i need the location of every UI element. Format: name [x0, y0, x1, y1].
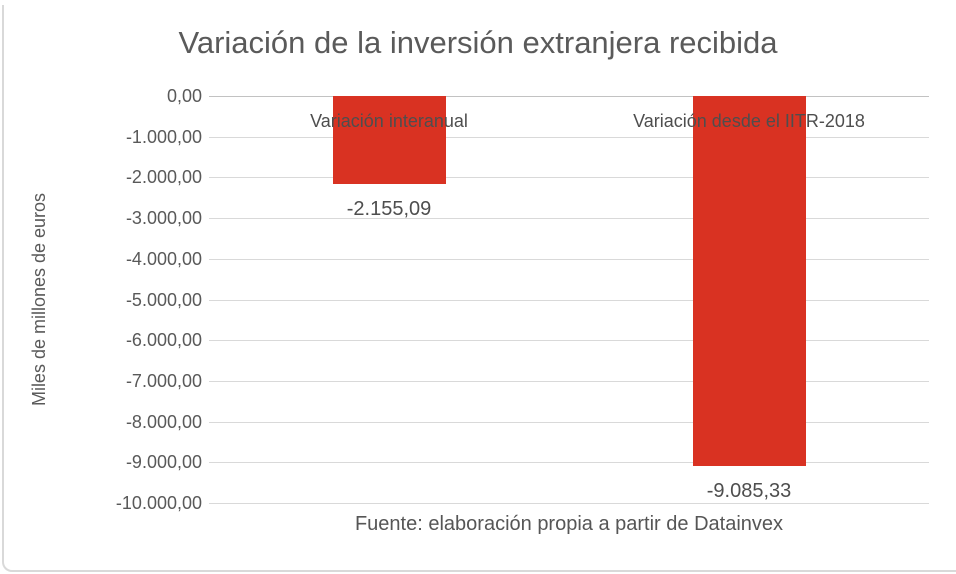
y-axis-tick-labels: 0,00 -1.000,00 -2.000,00 -3.000,00 -4.000,00… [0, 0, 202, 574]
gridline [209, 177, 929, 179]
plot-area: Variación interanual -2.155,09 Variación d… [209, 96, 929, 504]
y-tick-label: -10.000,00 [115, 493, 202, 513]
gridline [209, 299, 929, 301]
y-tick-label: 0,00 [166, 86, 202, 106]
bar[interactable] [332, 96, 446, 184]
y-tick-label: -7.000,00 [125, 370, 202, 391]
y-tick-label: -8.000,00 [125, 411, 202, 432]
y-tick-label: -5.000,00 [125, 289, 202, 310]
data-label: -2.155,09 [346, 197, 432, 220]
y-tick-label: -9.000,00 [125, 452, 202, 473]
gridline [209, 462, 929, 464]
y-tick-label: -3.000,00 [125, 208, 202, 229]
zero-axis-line [209, 96, 929, 97]
y-tick-label: -4.000,00 [125, 248, 202, 269]
bar[interactable] [692, 96, 806, 466]
y-tick-label: -1.000,00 [125, 126, 202, 147]
category-label: Variación interanual [310, 111, 468, 131]
gridline [209, 503, 929, 504]
chart-title: Variación de la inversión extranjera rec… [178, 25, 778, 60]
gridline [209, 340, 929, 342]
source-note: Fuente: elaboración propia a partir de D… [354, 513, 784, 535]
data-label: -9.085,33 [706, 479, 792, 502]
y-tick-label: -2.000,00 [125, 167, 202, 188]
gridline [209, 421, 929, 423]
gridline [209, 258, 929, 260]
gridline [209, 380, 929, 382]
category-label: Variación desde el IITR-2018 [633, 111, 865, 131]
y-tick-label: -6.000,00 [125, 330, 202, 351]
gridline [209, 218, 929, 220]
gridline [209, 136, 929, 138]
